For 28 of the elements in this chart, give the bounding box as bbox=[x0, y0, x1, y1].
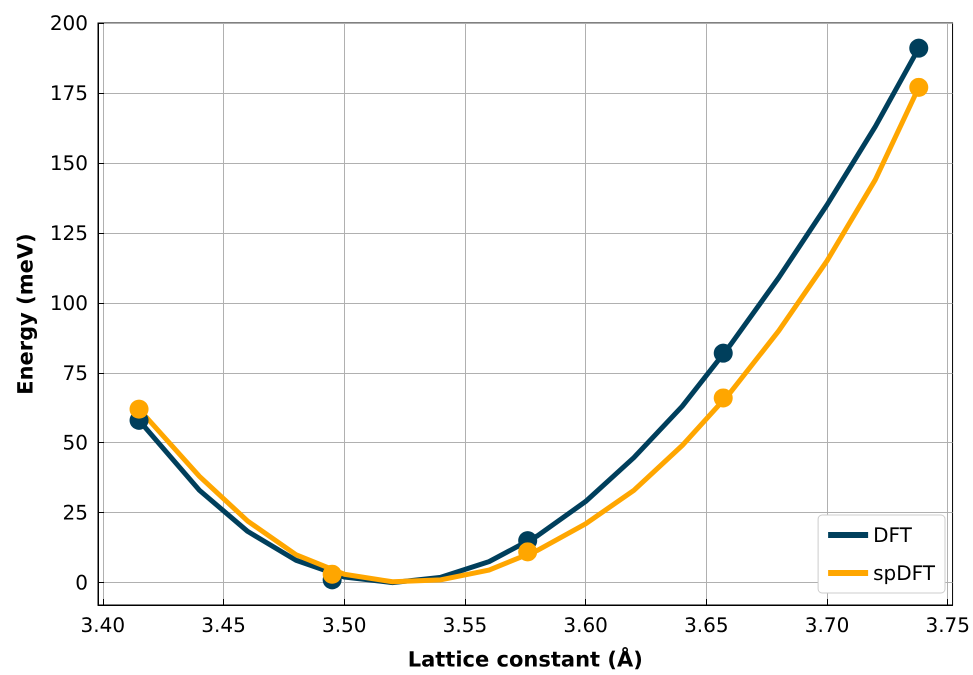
y-axis-title: Energy (meV) bbox=[14, 233, 38, 395]
y-tick-label: 50 bbox=[62, 430, 88, 455]
y-tick-label: 75 bbox=[62, 360, 88, 385]
legend-label: DFT bbox=[873, 523, 913, 547]
y-tick-label: 175 bbox=[50, 80, 88, 105]
x-tick-label: 3.60 bbox=[563, 613, 608, 637]
x-axis-title: Lattice constant (Å) bbox=[408, 646, 643, 672]
point bbox=[714, 344, 733, 363]
x-tick-label: 3.65 bbox=[684, 613, 729, 637]
point bbox=[518, 542, 538, 562]
y-tick-label: 200 bbox=[50, 11, 88, 35]
point bbox=[322, 564, 342, 584]
x-tick-label: 3.75 bbox=[925, 613, 970, 637]
y-tick-label: 150 bbox=[50, 150, 88, 175]
point bbox=[909, 38, 928, 58]
point bbox=[714, 388, 733, 408]
y-tick-label: 0 bbox=[75, 570, 88, 595]
x-tick-label: 3.45 bbox=[201, 613, 246, 637]
y-tick-label: 100 bbox=[50, 290, 88, 315]
x-tick-label: 3.70 bbox=[804, 613, 850, 637]
legend-label: spDFT bbox=[873, 561, 936, 585]
y-tick-label: 125 bbox=[50, 220, 88, 245]
x-tick-label: 3.40 bbox=[80, 613, 126, 637]
x-tick-label: 3.55 bbox=[442, 613, 488, 637]
y-tick-label: 25 bbox=[62, 500, 88, 525]
x-tick-label: 3.50 bbox=[322, 613, 366, 637]
point bbox=[130, 400, 149, 419]
point bbox=[909, 78, 928, 97]
